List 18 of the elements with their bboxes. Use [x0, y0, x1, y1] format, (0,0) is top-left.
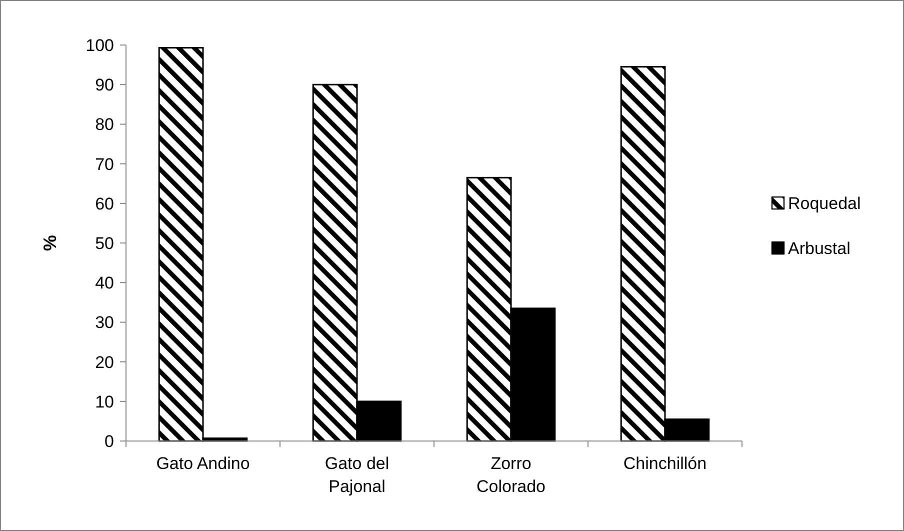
- y-tick-label: 10: [95, 392, 114, 412]
- x-tick-label: Chinchillón: [623, 454, 707, 473]
- x-tick-label: Zorro Colorado: [476, 454, 546, 496]
- y-tick-label: 90: [95, 76, 114, 95]
- y-axis-title: %: [40, 234, 60, 252]
- y-tick-label: 50: [95, 234, 114, 253]
- y-tick-label: 70: [95, 154, 114, 174]
- y-tick-label: 40: [95, 274, 114, 293]
- y-tick-label: 80: [95, 115, 114, 134]
- x-tick-label: Gato del Pajonal: [324, 454, 390, 496]
- y-tick-label: 100: [86, 36, 114, 55]
- y-tick-label: 30: [95, 313, 114, 332]
- y-tick-label: 60: [95, 194, 114, 214]
- y-tick-label: 20: [95, 352, 114, 372]
- legend-label: Arbustal: [788, 238, 850, 258]
- y-tick-label: 0: [104, 432, 114, 451]
- x-tick-label: Gato Andino: [156, 454, 250, 473]
- legend-label: Roquedal: [788, 194, 861, 213]
